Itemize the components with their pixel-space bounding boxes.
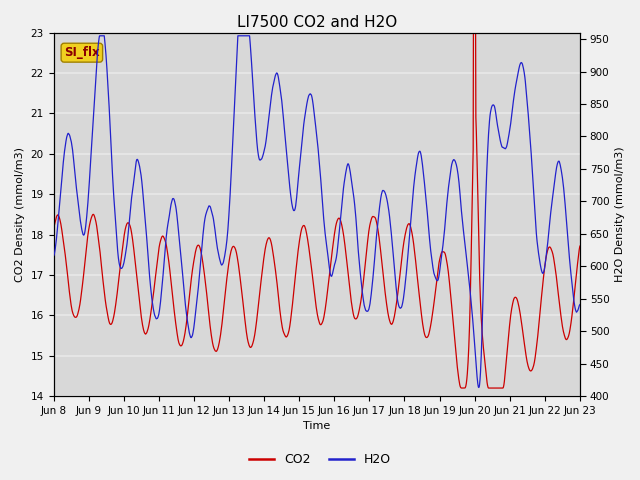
Y-axis label: CO2 Density (mmol/m3): CO2 Density (mmol/m3) <box>15 147 25 282</box>
Text: SI_flx: SI_flx <box>64 46 100 59</box>
H2O <box>475 384 483 390</box>
H2O <box>530 193 538 199</box>
CO2 <box>332 224 339 229</box>
Line: H2O: H2O <box>54 36 580 387</box>
CO2 <box>545 245 552 251</box>
CO2 <box>470 30 477 36</box>
H2O <box>332 257 340 263</box>
H2O <box>576 301 584 307</box>
H2O <box>96 33 104 39</box>
Line: CO2: CO2 <box>54 33 580 388</box>
CO2 <box>50 225 58 230</box>
CO2 <box>470 30 477 36</box>
CO2 <box>196 246 204 252</box>
CO2 <box>343 261 351 267</box>
H2O <box>545 232 552 238</box>
Title: LI7500 CO2 and H2O: LI7500 CO2 and H2O <box>237 15 397 30</box>
X-axis label: Time: Time <box>303 421 330 432</box>
Y-axis label: H2O Density (mmol/m3): H2O Density (mmol/m3) <box>615 146 625 282</box>
CO2 <box>576 243 584 249</box>
H2O <box>470 329 477 335</box>
H2O <box>344 162 351 168</box>
CO2 <box>458 385 465 391</box>
H2O <box>50 253 58 259</box>
CO2 <box>530 361 538 367</box>
H2O <box>196 260 204 265</box>
Legend: CO2, H2O: CO2, H2O <box>244 448 396 471</box>
